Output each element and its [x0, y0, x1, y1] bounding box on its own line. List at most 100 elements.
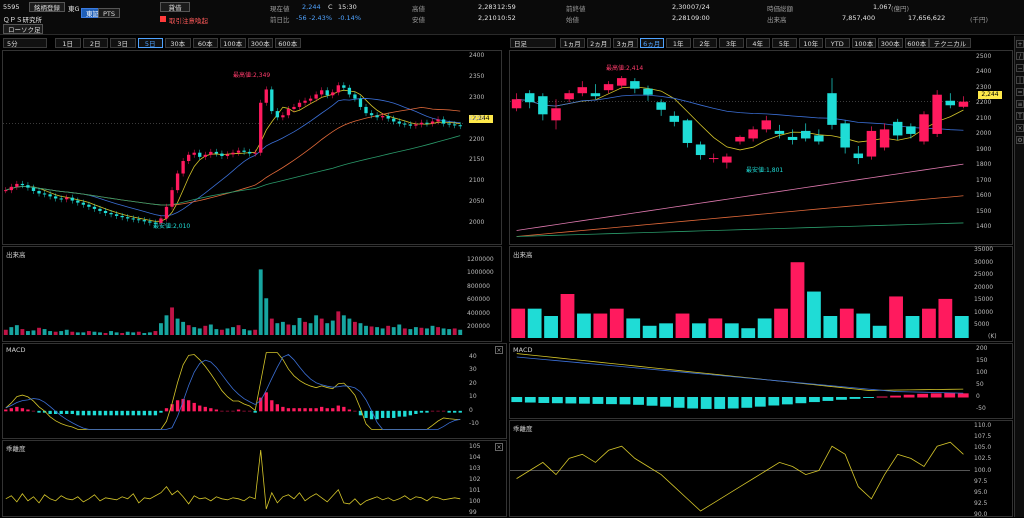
left-price-panel[interactable]: 最高値:2,349 最安値:2,010 2,244 2400 2350 2300 22…	[2, 50, 502, 245]
left-candle	[9, 186, 13, 191]
right-low-label: 最安値:1,801	[746, 167, 784, 174]
left-candle	[430, 121, 435, 124]
text-tool-icon[interactable]: T	[1016, 112, 1024, 120]
right-candle	[958, 101, 969, 107]
right-period-2[interactable]: 3ヵ月	[613, 38, 638, 48]
right-momentum-panel[interactable]: 乖離度 110.0 107.5 105.0 102.5 100.0 97.5 95.0 92.…	[509, 420, 1013, 518]
left-period-3[interactable]: 5日	[137, 38, 163, 48]
left-period-6[interactable]: 100本	[220, 38, 246, 48]
left-price-tick-2: 2300	[469, 93, 485, 101]
left-candle	[392, 118, 396, 122]
left-volume-bar	[203, 325, 208, 335]
left-macd-bar	[320, 406, 324, 412]
left-low-label: 最安値:2,010	[153, 223, 191, 230]
close-icon[interactable]: ×	[495, 346, 503, 354]
left-period-7[interactable]: 300本	[247, 38, 273, 48]
left-period-8[interactable]: 600本	[275, 38, 301, 48]
right-period-3[interactable]: 6ヵ月	[639, 38, 664, 48]
right-period-0[interactable]: 1ヵ月	[560, 38, 585, 48]
left-candle	[153, 222, 158, 224]
left-period-0[interactable]: 1日	[55, 38, 81, 48]
right-macd-bar	[795, 397, 807, 404]
close-icon[interactable]: ×	[495, 443, 503, 451]
left-candle	[70, 197, 74, 201]
market-cap-unit: (億円)	[891, 5, 910, 13]
right-macd-bar	[754, 397, 766, 407]
right-period-10[interactable]: YTD	[825, 38, 850, 48]
pts-button[interactable]: PTS	[98, 8, 121, 18]
margin-button[interactable]: 貸借	[160, 2, 190, 12]
left-candle	[408, 124, 413, 126]
right-price-panel[interactable]: 最高値:2,414 最安値:1,801 2,244 2500 2400 2300 22…	[509, 50, 1013, 245]
right-period-6[interactable]: 3年	[719, 38, 744, 48]
left-volume-bar	[258, 269, 263, 335]
right-volume-tick-5: 10000	[974, 308, 994, 316]
right-period-8[interactable]: 5年	[772, 38, 797, 48]
chart-type-select[interactable]: ローソク足	[3, 24, 43, 34]
fibo-tool-icon[interactable]: ≡	[1016, 100, 1024, 108]
left-momentum-tick-5: 100	[469, 498, 481, 505]
left-period-2[interactable]: 3日	[110, 38, 136, 48]
left-momentum-tick-3: 102	[469, 476, 481, 483]
right-candle	[669, 115, 680, 122]
right-volume-tick-6: 5000	[974, 321, 990, 328]
left-macd-bar	[386, 410, 390, 418]
erase-tool-icon[interactable]: ×	[1016, 124, 1024, 132]
crosshair-icon[interactable]: +	[1016, 40, 1024, 48]
left-volume-bar	[31, 330, 36, 335]
vline-tool-icon[interactable]: |	[1016, 76, 1024, 84]
left-interval-select[interactable]: 5分	[3, 38, 47, 48]
right-volume-panel[interactable]: 出来高 (K) 35000 30000 25000 20000 15000 10000 50…	[509, 246, 1013, 342]
left-candle	[281, 115, 285, 118]
right-macd-bar	[727, 397, 739, 409]
right-period-5[interactable]: 2年	[692, 38, 717, 48]
right-period-4[interactable]: 1年	[666, 38, 691, 48]
left-volume-panel[interactable]: 出来高 1200000 1000000 800000 600000 400000 2000…	[2, 246, 502, 342]
right-period-7[interactable]: 4年	[745, 38, 770, 48]
right-macd-bar	[551, 397, 563, 404]
left-macd-bar	[15, 406, 19, 412]
left-period-4[interactable]: 30本	[165, 38, 191, 48]
left-period-5[interactable]: 60本	[192, 38, 218, 48]
market-cap-value: 1,067	[873, 3, 892, 11]
right-interval-select[interactable]: 日足	[510, 38, 556, 48]
right-period-11[interactable]: 100本	[851, 38, 876, 48]
hline-tool-icon[interactable]: −	[1016, 64, 1024, 72]
left-volume-bar	[275, 323, 280, 335]
left-macd-bar	[187, 400, 191, 412]
left-macd-bar	[98, 410, 102, 416]
right-period-9[interactable]: 10年	[798, 38, 823, 48]
right-momentum-title: 乖離度	[513, 425, 533, 433]
left-period-1[interactable]: 2日	[82, 38, 108, 48]
left-momentum-panel[interactable]: 乖離度 × 105 104 103 102 101 100 99	[2, 440, 507, 517]
line-tool-icon[interactable]: /	[1016, 52, 1024, 60]
left-volume-bar	[208, 324, 213, 335]
left-volume-bar	[314, 315, 319, 335]
technical-button[interactable]: テクニカル	[929, 38, 971, 48]
right-period-13[interactable]: 600本	[904, 38, 929, 48]
channel-tool-icon[interactable]: =	[1016, 88, 1024, 96]
current-flag: C	[328, 3, 333, 11]
left-macd-tick-0: 40	[469, 353, 477, 360]
left-macd-chart	[4, 352, 462, 430]
left-macd-bar	[281, 406, 285, 412]
left-volume-bar	[436, 327, 440, 335]
right-macd-bar	[768, 397, 780, 406]
right-macd-bar	[930, 393, 942, 398]
right-period-12[interactable]: 300本	[878, 38, 903, 48]
right-candle	[761, 120, 772, 130]
left-macd-panel[interactable]: MACD × 40 30 20 10 0 -10	[2, 343, 507, 439]
left-macd-bar	[247, 410, 252, 412]
left-macd-bar	[37, 410, 41, 413]
right-volume-bar	[954, 316, 969, 338]
left-macd-title: MACD	[6, 346, 26, 354]
right-macd-tick-4: 0	[976, 393, 980, 400]
register-stock-button[interactable]: 銘柄登録	[29, 2, 65, 12]
left-volume-bar	[341, 315, 346, 335]
right-period-1[interactable]: 2ヵ月	[586, 38, 611, 48]
left-macd-bar	[53, 410, 58, 414]
right-macd-panel[interactable]: MACD 200 150 100 50 0 -50	[509, 343, 1013, 419]
settings-icon[interactable]: ⚙	[1016, 136, 1024, 144]
right-ma-line-4	[516, 94, 964, 131]
right-candle	[603, 84, 614, 91]
